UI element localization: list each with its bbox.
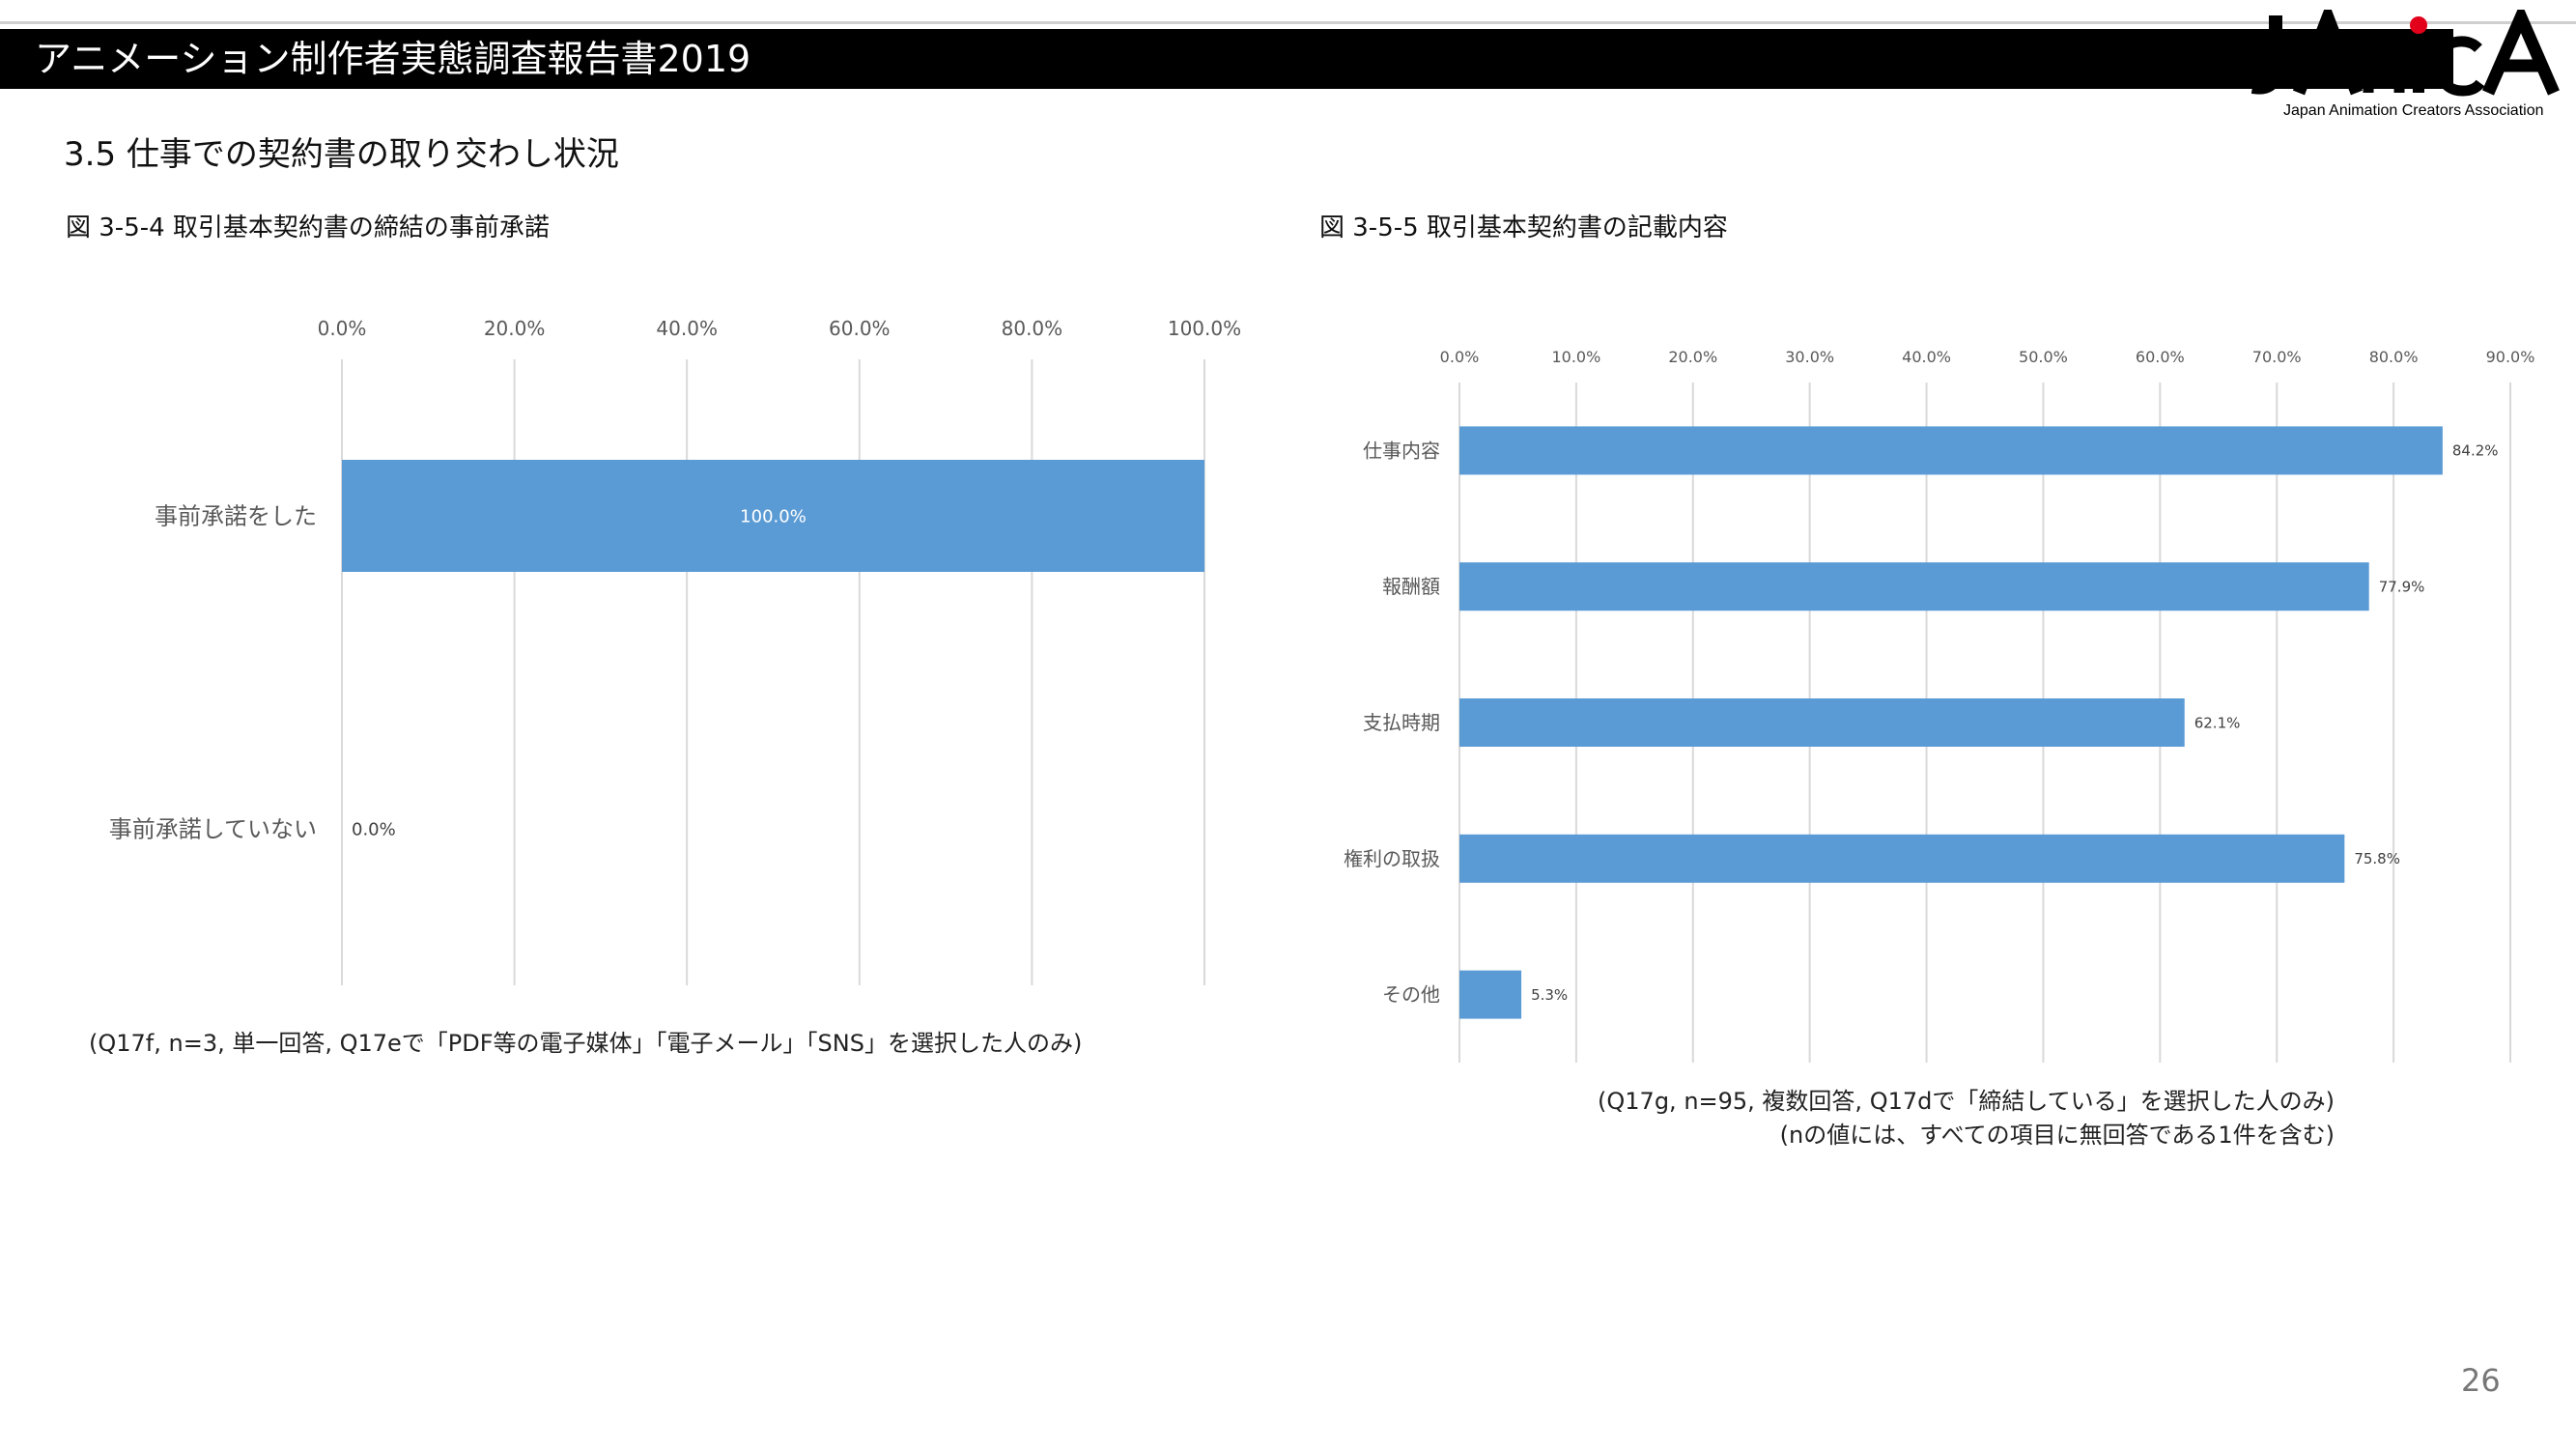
bar (342, 460, 1204, 572)
tick-label: 80.0% (2369, 348, 2419, 366)
data-label: 77.9% (2379, 578, 2425, 595)
category-label: 報酬額 (1382, 575, 1440, 598)
tick-label: 10.0% (1551, 348, 1600, 366)
data-label: 100.0% (740, 506, 807, 526)
tick-label: 50.0% (2019, 348, 2068, 366)
janica-logo: Japan Animation Creators Association (2249, 0, 2567, 124)
bar (1459, 970, 1522, 1019)
tick-label: 100.0% (1168, 317, 1241, 340)
tick-label: 0.0% (1440, 348, 1480, 366)
logo-graphic (2250, 0, 2560, 97)
tick-label: 90.0% (2486, 348, 2535, 366)
figure-note-2: (Q17g, n=95, 複数回答, Q17dで「締結している」を選択した人のみ… (1598, 1088, 2335, 1115)
tick-label: 0.0% (318, 317, 367, 340)
tick-label: 60.0% (2136, 348, 2185, 366)
figure-title-1: 図 3-5-4 取引基本契約書の締結の事前承諾 (66, 213, 550, 242)
header-divider (0, 21, 2576, 24)
category-label: その他 (1382, 983, 1440, 1007)
tick-label: 60.0% (829, 317, 891, 340)
category-label: 事前承諾していない (109, 815, 317, 842)
logo-mark (2249, 0, 2567, 99)
data-label: 75.8% (2354, 850, 2400, 867)
data-label: 0.0% (352, 819, 396, 839)
report-title-bar: アニメーション制作者実態調査報告書2019 (0, 29, 2453, 89)
logo-subtitle: Japan Animation Creators Association (2283, 102, 2544, 119)
tick-label: 20.0% (484, 317, 546, 340)
report-title: アニメーション制作者実態調査報告書2019 (35, 38, 751, 80)
tick-label: 40.0% (1902, 348, 1951, 366)
category-label: 権利の取扱 (1344, 847, 1440, 870)
data-label: 5.3% (1531, 986, 1568, 1004)
section-title: 3.5 仕事での契約書の取り交わし状況 (64, 135, 619, 174)
figure-note-1: (Q17f, n=3, 単一回答, Q17eで「PDF等の電子媒体」「電子メール… (89, 1030, 1083, 1057)
tick-label: 40.0% (656, 317, 718, 340)
bar (1459, 698, 2185, 747)
data-label: 84.2% (2452, 442, 2499, 460)
page-number: 26 (2461, 1362, 2501, 1399)
tick-label: 70.0% (2252, 348, 2302, 366)
chart-contract-contents: 0.0% 10.0% 20.0% 30.0% 40.0% 50.0% 60.0% 70.0% 8… (1344, 348, 2535, 1063)
figure-note-2b: (nの値には、すべての項目に無回答である1件を含む) (1779, 1122, 2335, 1149)
category-label: 事前承諾をした (155, 502, 317, 529)
data-label: 62.1% (2194, 714, 2241, 731)
bar (1459, 426, 2443, 475)
tick-label: 30.0% (1785, 348, 1834, 366)
bar (1459, 562, 2369, 611)
chart-prior-consent: 0.0% 20.0% 40.0% 60.0% 80.0% 100.0% 事前承諾をした 100… (109, 317, 1241, 985)
bar (1459, 834, 2345, 883)
figure-title-2: 図 3-5-5 取引基本契約書の記載内容 (1319, 213, 1728, 242)
tick-label: 20.0% (1668, 348, 1717, 366)
category-label: 仕事内容 (1363, 439, 1440, 462)
tick-label: 80.0% (1002, 317, 1063, 340)
category-label: 支払時期 (1363, 711, 1440, 734)
